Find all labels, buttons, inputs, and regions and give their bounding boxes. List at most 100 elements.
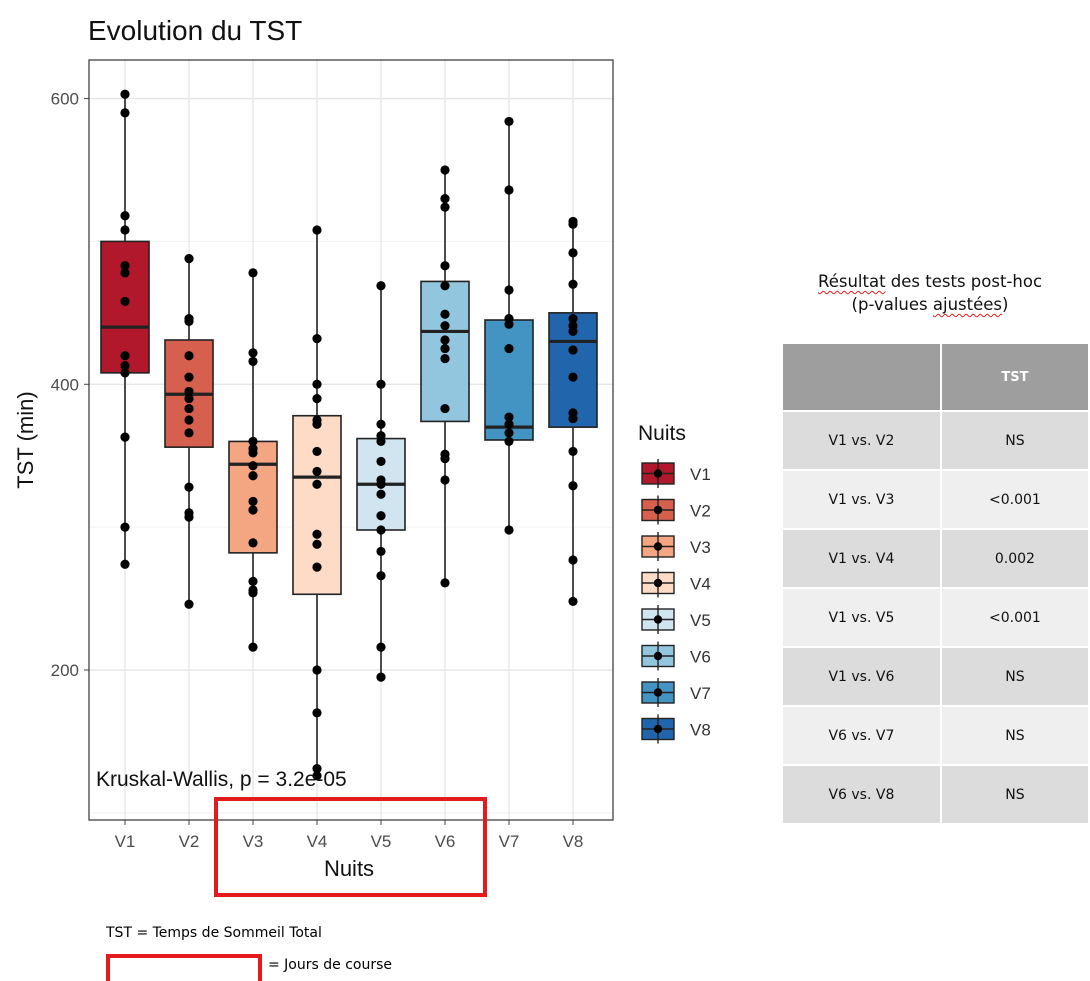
data-point (440, 309, 450, 319)
data-point (120, 225, 130, 235)
data-point (120, 108, 130, 118)
data-point (312, 708, 322, 718)
table-row: V1 vs. V3 <0.001 (783, 470, 1090, 530)
data-point (376, 281, 386, 291)
data-point (120, 522, 130, 532)
y-tick-label: 600 (51, 90, 79, 109)
legend-label: V4 (690, 575, 711, 594)
pvalue-cell: NS (940, 411, 1090, 471)
table-row: V6 vs. V7 NS (783, 706, 1090, 766)
data-point (504, 285, 514, 295)
data-point (568, 446, 578, 457)
data-point (184, 415, 194, 425)
data-point (184, 403, 194, 414)
table-row: V6 vs. V8 NS (783, 765, 1090, 825)
legend-key-point (653, 469, 663, 478)
data-point (312, 419, 322, 429)
x-tick-label: V7 (499, 832, 520, 851)
title-word-ajustees: ajustées (932, 295, 1003, 314)
legend-label: V1 (690, 465, 711, 484)
legend-label: V6 (690, 648, 711, 667)
legend: Nuits V1 V2 V3 V4 V5 V6 V7 V8 (638, 422, 711, 744)
chart-title: Evolution du TST (88, 15, 302, 46)
data-point (504, 428, 514, 438)
data-point (312, 379, 322, 389)
data-point (312, 529, 322, 539)
title-word-resultat: Résultat (817, 272, 886, 291)
data-point (184, 512, 194, 522)
pvalue-cell: <0.001 (940, 470, 1090, 530)
data-point (568, 481, 578, 491)
data-point (312, 562, 322, 572)
posthoc-table: TST V1 vs. V2 NS V1 vs. V3 <0.001 V1 vs.… (783, 344, 1090, 825)
legend-key-point (653, 615, 663, 624)
comparison-cell: V6 vs. V8 (783, 765, 942, 825)
data-point (248, 496, 258, 507)
data-point (248, 356, 258, 367)
data-point (184, 316, 194, 327)
x-axis-label: Nuits (324, 856, 374, 881)
data-point (568, 596, 578, 607)
pvalue-cell: NS (940, 765, 1090, 825)
data-point (376, 672, 386, 682)
data-point (568, 279, 578, 289)
legend-label: V8 (690, 721, 711, 740)
comparison-cell: V1 vs. V4 (783, 529, 942, 589)
data-point (440, 261, 450, 271)
legend-title: Nuits (638, 422, 686, 445)
tst-definition-note: TST = Temps de Sommeil Total (106, 925, 322, 941)
data-point (504, 525, 514, 535)
data-point (184, 428, 194, 438)
legend-label: V2 (690, 502, 711, 521)
data-point (376, 546, 386, 557)
data-point (568, 219, 578, 229)
data-point (440, 403, 450, 414)
data-point (120, 432, 130, 442)
data-point (248, 436, 258, 447)
data-point (376, 571, 386, 581)
x-tick-label: V2 (179, 832, 200, 851)
data-point (120, 211, 130, 221)
data-point (248, 538, 258, 548)
data-point (440, 321, 450, 331)
data-point (568, 555, 578, 565)
data-point (120, 368, 130, 378)
x-tick-label: V3 (243, 832, 264, 851)
header-cell-empty (783, 344, 942, 412)
legend-key-point (653, 651, 663, 661)
data-point (312, 539, 322, 549)
x-tick-label: V6 (435, 832, 456, 851)
plot-border (88, 59, 614, 821)
data-point (440, 343, 450, 354)
comparison-cell: V1 vs. V5 (783, 588, 942, 648)
data-point (120, 361, 130, 371)
data-point (312, 225, 322, 235)
data-point (376, 479, 386, 489)
pvalue-cell: <0.001 (940, 588, 1090, 648)
data-point (248, 348, 258, 358)
data-point (504, 419, 514, 429)
data-point (184, 253, 194, 264)
data-point (504, 185, 514, 195)
y-axis-label: TST (min) (13, 391, 38, 488)
data-point (440, 281, 450, 291)
data-point (568, 248, 578, 258)
data-point (568, 313, 578, 324)
plot-data (100, 89, 598, 781)
data-point (312, 393, 322, 404)
data-point (248, 461, 258, 471)
data-point (120, 261, 130, 271)
data-point (248, 505, 258, 515)
x-tick-label: V5 (371, 832, 392, 851)
comparison-cell: V1 vs. V3 (783, 470, 942, 530)
title-line2-end: ) (1002, 295, 1009, 314)
data-point (120, 268, 130, 278)
kruskal-wallis-annotation: Kruskal-Wallis, p = 3.2e-05 (96, 768, 347, 791)
pvalue-cell: 0.002 (940, 529, 1090, 589)
data-point (504, 116, 514, 127)
data-point (312, 479, 322, 489)
posthoc-table-title: Résultat des tests post-hoc (p-values aj… (780, 270, 1080, 316)
data-point (312, 466, 322, 477)
data-point (440, 335, 450, 345)
